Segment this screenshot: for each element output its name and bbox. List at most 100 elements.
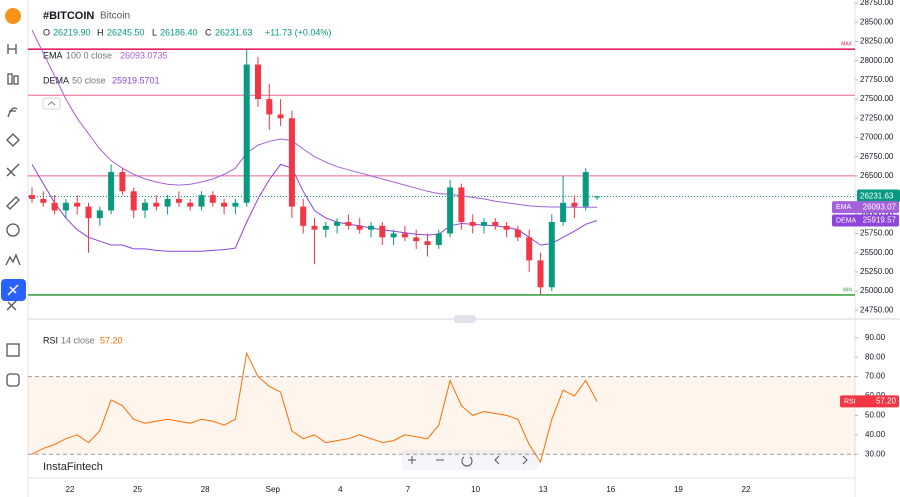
indicator-badge-value: 57.20 (876, 397, 897, 406)
fib-tool[interactable] (6, 163, 20, 177)
tool-icons (5, 44, 21, 387)
candle-body (390, 233, 397, 238)
scroll-right[interactable] (522, 455, 528, 465)
candle-body (142, 202, 148, 211)
candle-body (458, 187, 465, 222)
x-tick-label: 16 (606, 485, 615, 494)
y-tick-label: 28500.00 (860, 17, 894, 26)
y-tick-label: 25500.00 (860, 248, 894, 257)
y-tick-label: 25250.00 (860, 267, 894, 276)
y-tick-label: 50.00 (865, 411, 886, 420)
reset[interactable] (461, 456, 473, 467)
watermark: InstaFintech (43, 461, 103, 473)
candle-body (481, 221, 487, 226)
candle-body (198, 195, 205, 207)
change: +11.73 (+0.04%) (265, 27, 331, 37)
x-tick-label: 22 (742, 485, 751, 494)
scroll-left[interactable] (494, 455, 500, 465)
pane-handle[interactable] (454, 315, 476, 323)
y-tick-label: 26500.00 (860, 171, 894, 180)
candle-body (492, 221, 499, 226)
candle-body (175, 198, 182, 203)
path-tool[interactable] (6, 133, 20, 147)
lock-tool[interactable] (6, 343, 20, 357)
indicator-badge (840, 395, 899, 408)
candle-body (548, 221, 555, 288)
ohlc-label: O (43, 27, 50, 37)
indicator-name: EMA (43, 50, 63, 60)
candle-body (96, 210, 103, 219)
indicator-params: 14 close (61, 335, 95, 345)
y-tick-label: 25750.00 (860, 229, 894, 238)
candle-body (85, 206, 92, 219)
indicator-name: RSI (43, 335, 58, 345)
candle-body (503, 225, 510, 230)
candle-body (266, 99, 273, 115)
candle-body (119, 172, 126, 192)
x-tick-label: 7 (406, 485, 411, 494)
y-tick-label: 27250.00 (860, 113, 894, 122)
trash-tool[interactable] (6, 373, 20, 387)
magnet-tool (7, 284, 19, 296)
x-tick-label: 4 (338, 485, 343, 494)
candle-body (469, 221, 476, 226)
level-label: MAX (841, 41, 853, 47)
level-label: MIN (843, 287, 853, 293)
zoom-in[interactable] (408, 456, 416, 464)
ohlc-value: 26219.90 (53, 27, 91, 37)
candle-body (537, 260, 544, 288)
indicator-params: 100 0 close (66, 50, 112, 60)
candle-body (243, 64, 250, 203)
candle-body (334, 221, 341, 226)
candle-body (368, 225, 374, 230)
collapse-button[interactable] (42, 97, 61, 110)
y-tick-label: 28000.00 (860, 56, 894, 65)
ohlc-label: C (205, 27, 212, 37)
candle-body (164, 198, 171, 207)
y-tick-label: 70.00 (865, 372, 886, 381)
bar-tool[interactable] (13, 75, 19, 85)
y-tick-label: 90.00 (865, 333, 886, 342)
ohlc-label: H (97, 27, 104, 37)
y-tick-label: 40.00 (865, 430, 886, 439)
symbol-icon[interactable] (5, 8, 21, 24)
y-tick-label: 24750.00 (860, 305, 894, 314)
indicator-badge (832, 214, 899, 227)
pattern-tool[interactable] (5, 253, 21, 266)
brush-tool[interactable] (6, 196, 20, 210)
candle-body (413, 237, 420, 242)
candle-body (594, 196, 600, 198)
ohlc-value: 26186.40 (160, 27, 198, 37)
x-tick-label: 22 (66, 485, 75, 494)
candle-body (582, 172, 589, 207)
price-badge (857, 189, 900, 203)
candle-body (255, 64, 261, 100)
fx-tool[interactable] (7, 107, 18, 118)
indicator-params: 50 close (72, 75, 106, 85)
candle-body (447, 187, 454, 234)
indicator-line (31, 29, 597, 208)
candle-body (187, 202, 194, 207)
crosshair-tool[interactable] (7, 44, 17, 54)
indicator-badge-name: DEMA (836, 217, 857, 224)
symbol-name: Bitcoin (100, 11, 130, 22)
rsi-line (31, 351, 598, 464)
candle-body (29, 195, 35, 199)
collapse-icon (47, 101, 56, 106)
emoji-tool[interactable] (6, 223, 20, 237)
x-tick-label: 28 (201, 485, 210, 494)
y-tick-label: 25000.00 (860, 286, 894, 295)
price-badge-label: 26231.63 (860, 192, 894, 201)
candle-body (424, 241, 431, 246)
indicator-badge-value: 25919.57 (863, 216, 897, 225)
candle-body (356, 225, 363, 230)
candle-body (51, 202, 58, 211)
symbol: #BITCOIN (43, 10, 94, 22)
candle-body (322, 225, 329, 230)
indicator-name: DEMA (43, 75, 69, 85)
indicator-line (31, 163, 598, 252)
candle-tool[interactable] (7, 73, 13, 85)
candle-body (221, 202, 228, 207)
ohlc-label: L (152, 27, 157, 37)
